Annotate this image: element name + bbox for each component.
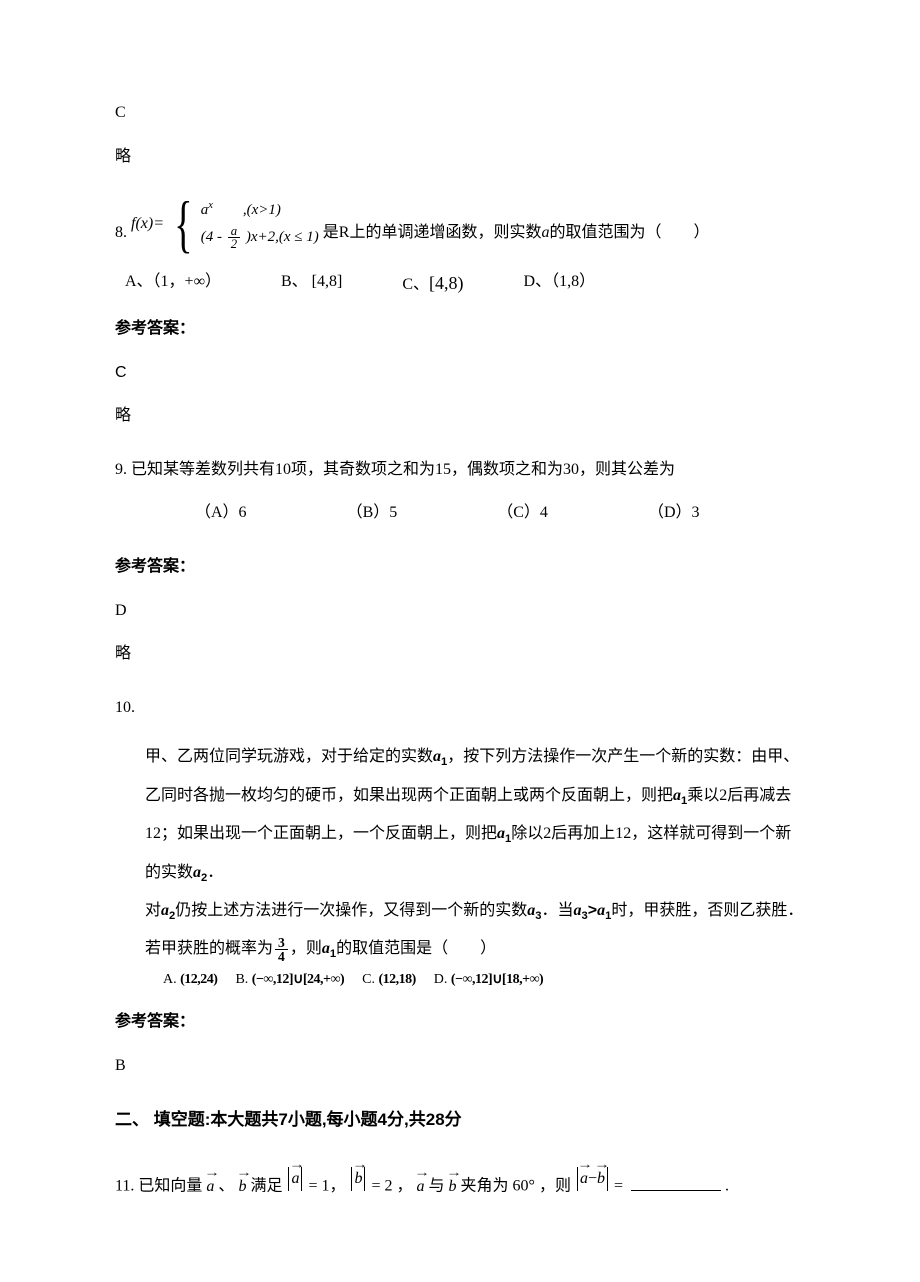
prev-answer: C — [115, 100, 805, 126]
q10-a-label: A. — [163, 972, 177, 987]
q8-opt-c-label: C、 — [402, 276, 429, 293]
q10-t7: ．当 — [542, 902, 574, 919]
q10-body: 甲、乙两位同学玩游戏，对于给定的实数a1，按下列方法操作一次产生一个新的实数：由… — [145, 738, 805, 968]
q9-brief: 略 — [115, 641, 805, 667]
q10-b-label: B. — [235, 972, 248, 987]
q10-options: A. (12,24) B. (−∞,12]∪[24,+∞) C. (12,18)… — [163, 969, 805, 991]
q8-fx: f(x)= — [131, 211, 164, 237]
q11-vec-a2: a — [417, 1169, 425, 1204]
q8-answer-label: 参考答案： — [115, 316, 805, 342]
section2-title: 二、 填空题:本大题共7小题,每小题4分,共28分 — [115, 1106, 805, 1133]
q11-stem: 11. 已知向量 a 、 b 满足 a = 1， b = 2 ， a 与 b 夹… — [115, 1161, 805, 1204]
q8-opt-c-val: [4,8) — [429, 273, 464, 293]
q9-opt-c: （C）4 — [497, 500, 548, 526]
q11-abs-b2: b — [597, 1161, 605, 1196]
q10-a1d: a — [597, 902, 605, 919]
q11-sep: 、 — [218, 1178, 234, 1195]
q11-blank — [631, 1175, 721, 1191]
q8-tail-post: 的取值范围为（ ） — [549, 224, 709, 241]
q11-eq3: = — [614, 1178, 623, 1195]
q10-t10: 的取值范围是（ ） — [336, 940, 496, 957]
q10-opt-a: (12,24) — [180, 972, 217, 987]
q8-options: A、（1，+∞） B、 [4,8] C、[4,8) D、（1,8） — [125, 269, 805, 298]
q10-c-label: C. — [362, 972, 375, 987]
q10-t9: ，则 — [290, 940, 322, 957]
q9-stem: 9. 已知某等差数列共有10项，其奇数项之和为15，偶数项之和为30，则其公差为 — [115, 457, 805, 483]
q10-a1b: a — [673, 787, 681, 804]
q11-mid2: 与 — [429, 1178, 445, 1195]
q8-frac-den: 2 — [228, 238, 240, 251]
q10-t6: 仍按上述方法进行一次操作，又得到一个新的实数 — [175, 902, 527, 919]
q9-opt-a: （A）6 — [195, 500, 247, 526]
q9-answer-label: 参考答案： — [115, 554, 805, 580]
q11-mid3: 夹角为 — [461, 1178, 509, 1195]
prev-brief: 略 — [115, 144, 805, 170]
q11-eq2: = 2 ， — [371, 1178, 412, 1195]
q10-a2: a — [193, 864, 201, 881]
q8-case2-cond: ,(x ≤ 1) — [275, 229, 319, 245]
q11-tail: . — [725, 1178, 729, 1195]
q10-t5: 对 — [145, 902, 161, 919]
q10-opt-c: (12,18) — [378, 972, 415, 987]
q8-stem: 8. f(x)= { ax ,(x>1) (4 - a2 )x+2,(x ≤ 1… — [115, 197, 805, 251]
q10-a1c: a — [497, 825, 505, 842]
q10-t4b: ． — [207, 864, 223, 881]
q8-tail-pre: 是R上的单调递增函数，则实数 — [323, 224, 542, 241]
q8-number: 8. — [115, 220, 127, 246]
q8-opt-d: D、（1,8） — [524, 269, 596, 298]
q11-pre: 11. 已知向量 — [115, 1178, 202, 1195]
q11-abs-b: b — [354, 1161, 362, 1196]
q11-mid1: 满足 — [250, 1178, 282, 1195]
q8-case1-sup: x — [208, 200, 213, 211]
q8-brief: 略 — [115, 403, 805, 429]
q8-answer: C — [115, 360, 805, 386]
q8-opt-a: A、（1，+∞） — [125, 269, 221, 298]
q10-a2b: a — [161, 902, 169, 919]
q10-a1: a — [433, 748, 441, 765]
q10-a1e: a — [322, 940, 330, 957]
q11-angle: 60° — [513, 1178, 535, 1195]
brace-icon: { — [174, 202, 192, 247]
q10-answer-label: 参考答案： — [115, 1009, 805, 1035]
q9-answer: D — [115, 598, 805, 624]
q10-opt-b: (−∞,12]∪[24,+∞) — [252, 972, 344, 987]
q10-a3b: a — [574, 902, 582, 919]
q10-t1: 甲、乙两位同学玩游戏，对于给定的实数 — [145, 748, 433, 765]
q11-vec-a: a — [206, 1169, 214, 1204]
q8-piecewise: f(x)= { ax ,(x>1) (4 - a2 )x+2,(x ≤ 1) — [131, 197, 319, 251]
q11-vec-b: b — [238, 1169, 246, 1204]
q10-opt-d: (−∞,12]∪[18,+∞) — [451, 972, 543, 987]
q11-eq1: = 1， — [308, 1178, 345, 1195]
q10-d-label: D. — [434, 972, 448, 987]
q11-vec-b2: b — [449, 1169, 457, 1204]
q8-opt-b: B、 [4,8] — [281, 269, 342, 298]
q11-mid4: ，则 — [539, 1178, 571, 1195]
q8-frac-num: a — [228, 225, 240, 239]
q11-abs-a2: a — [580, 1161, 588, 1196]
q8-case2-post: )x+2 — [246, 229, 275, 245]
q10-gt: > — [588, 902, 597, 919]
q9-opt-b: （B）5 — [347, 500, 398, 526]
q10-frac-num: 3 — [275, 936, 288, 951]
q8-case1-cond: ,(x>1) — [243, 197, 281, 224]
q11-abs-a: a — [291, 1161, 299, 1196]
q10-answer: B — [115, 1053, 805, 1079]
q8-case2-pre: (4 - — [201, 229, 222, 245]
q10-frac-den: 4 — [275, 950, 288, 964]
q10-number: 10. — [115, 695, 805, 721]
q9-options: （A）6 （B）5 （C）4 （D）3 — [195, 500, 805, 526]
q9-opt-d: （D）3 — [648, 500, 700, 526]
